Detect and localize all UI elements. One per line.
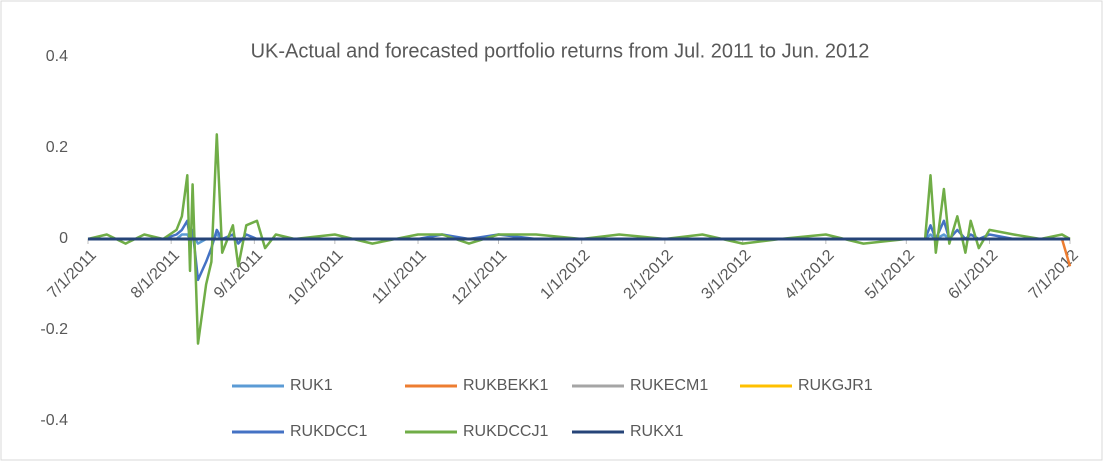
y-tick-label: 0.4 <box>46 48 68 65</box>
y-tick-label: -0.4 <box>40 412 68 429</box>
y-tick-label: 0 <box>59 230 68 247</box>
legend-label: RUKDCC1 <box>290 423 367 440</box>
y-tick-label: 0.2 <box>46 139 68 156</box>
y-tick-label: -0.2 <box>40 321 68 338</box>
legend-label: RUKECM1 <box>630 377 708 394</box>
chart-title: UK-Actual and forecasted portfolio retur… <box>251 40 870 62</box>
legend-label: RUKX1 <box>630 423 683 440</box>
legend-label: RUKGJR1 <box>798 377 873 394</box>
legend-label: RUKBEKK1 <box>463 377 548 394</box>
legend-label: RUK1 <box>290 377 333 394</box>
legend-label: RUKDCCJ1 <box>463 423 548 440</box>
